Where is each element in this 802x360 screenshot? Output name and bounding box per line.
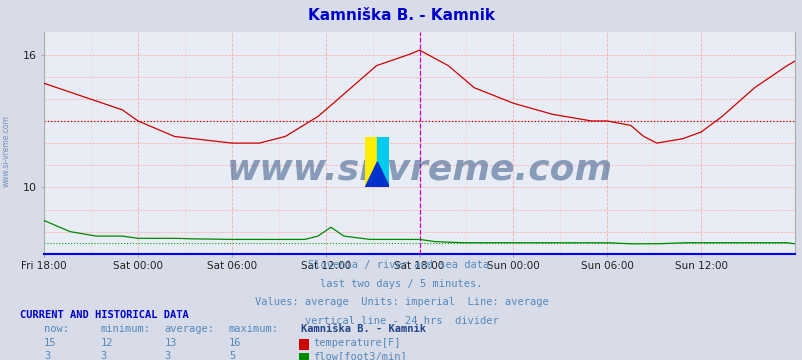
Text: flow[foot3/min]: flow[foot3/min] [313,351,407,360]
Text: 15: 15 [44,338,57,348]
Text: 5: 5 [229,351,235,360]
Text: Kamniška B. - Kamnik: Kamniška B. - Kamnik [301,324,426,334]
Text: now:: now: [44,324,69,334]
Text: temperature[F]: temperature[F] [313,338,400,348]
Text: 3: 3 [44,351,51,360]
Text: minimum:: minimum: [100,324,150,334]
Text: 3: 3 [100,351,107,360]
Text: www.si-vreme.com: www.si-vreme.com [226,153,612,187]
Text: average:: average: [164,324,214,334]
Text: Values: average  Units: imperial  Line: average: Values: average Units: imperial Line: av… [254,297,548,307]
Text: 12: 12 [100,338,113,348]
Text: CURRENT AND HISTORICAL DATA: CURRENT AND HISTORICAL DATA [20,310,188,320]
Polygon shape [365,162,389,187]
Text: vertical line - 24 hrs  divider: vertical line - 24 hrs divider [304,316,498,326]
Bar [365,137,377,187]
Text: www.si-vreme.com: www.si-vreme.com [2,115,11,187]
Text: 16: 16 [229,338,241,348]
Text: maximum:: maximum: [229,324,278,334]
Text: 13: 13 [164,338,177,348]
Text: last two days / 5 minutes.: last two days / 5 minutes. [320,279,482,289]
Text: Slovenia / river and sea data.: Slovenia / river and sea data. [307,260,495,270]
Text: 3: 3 [164,351,171,360]
Text: Kamniška B. - Kamnik: Kamniška B. - Kamnik [308,8,494,23]
Bar [377,137,389,187]
